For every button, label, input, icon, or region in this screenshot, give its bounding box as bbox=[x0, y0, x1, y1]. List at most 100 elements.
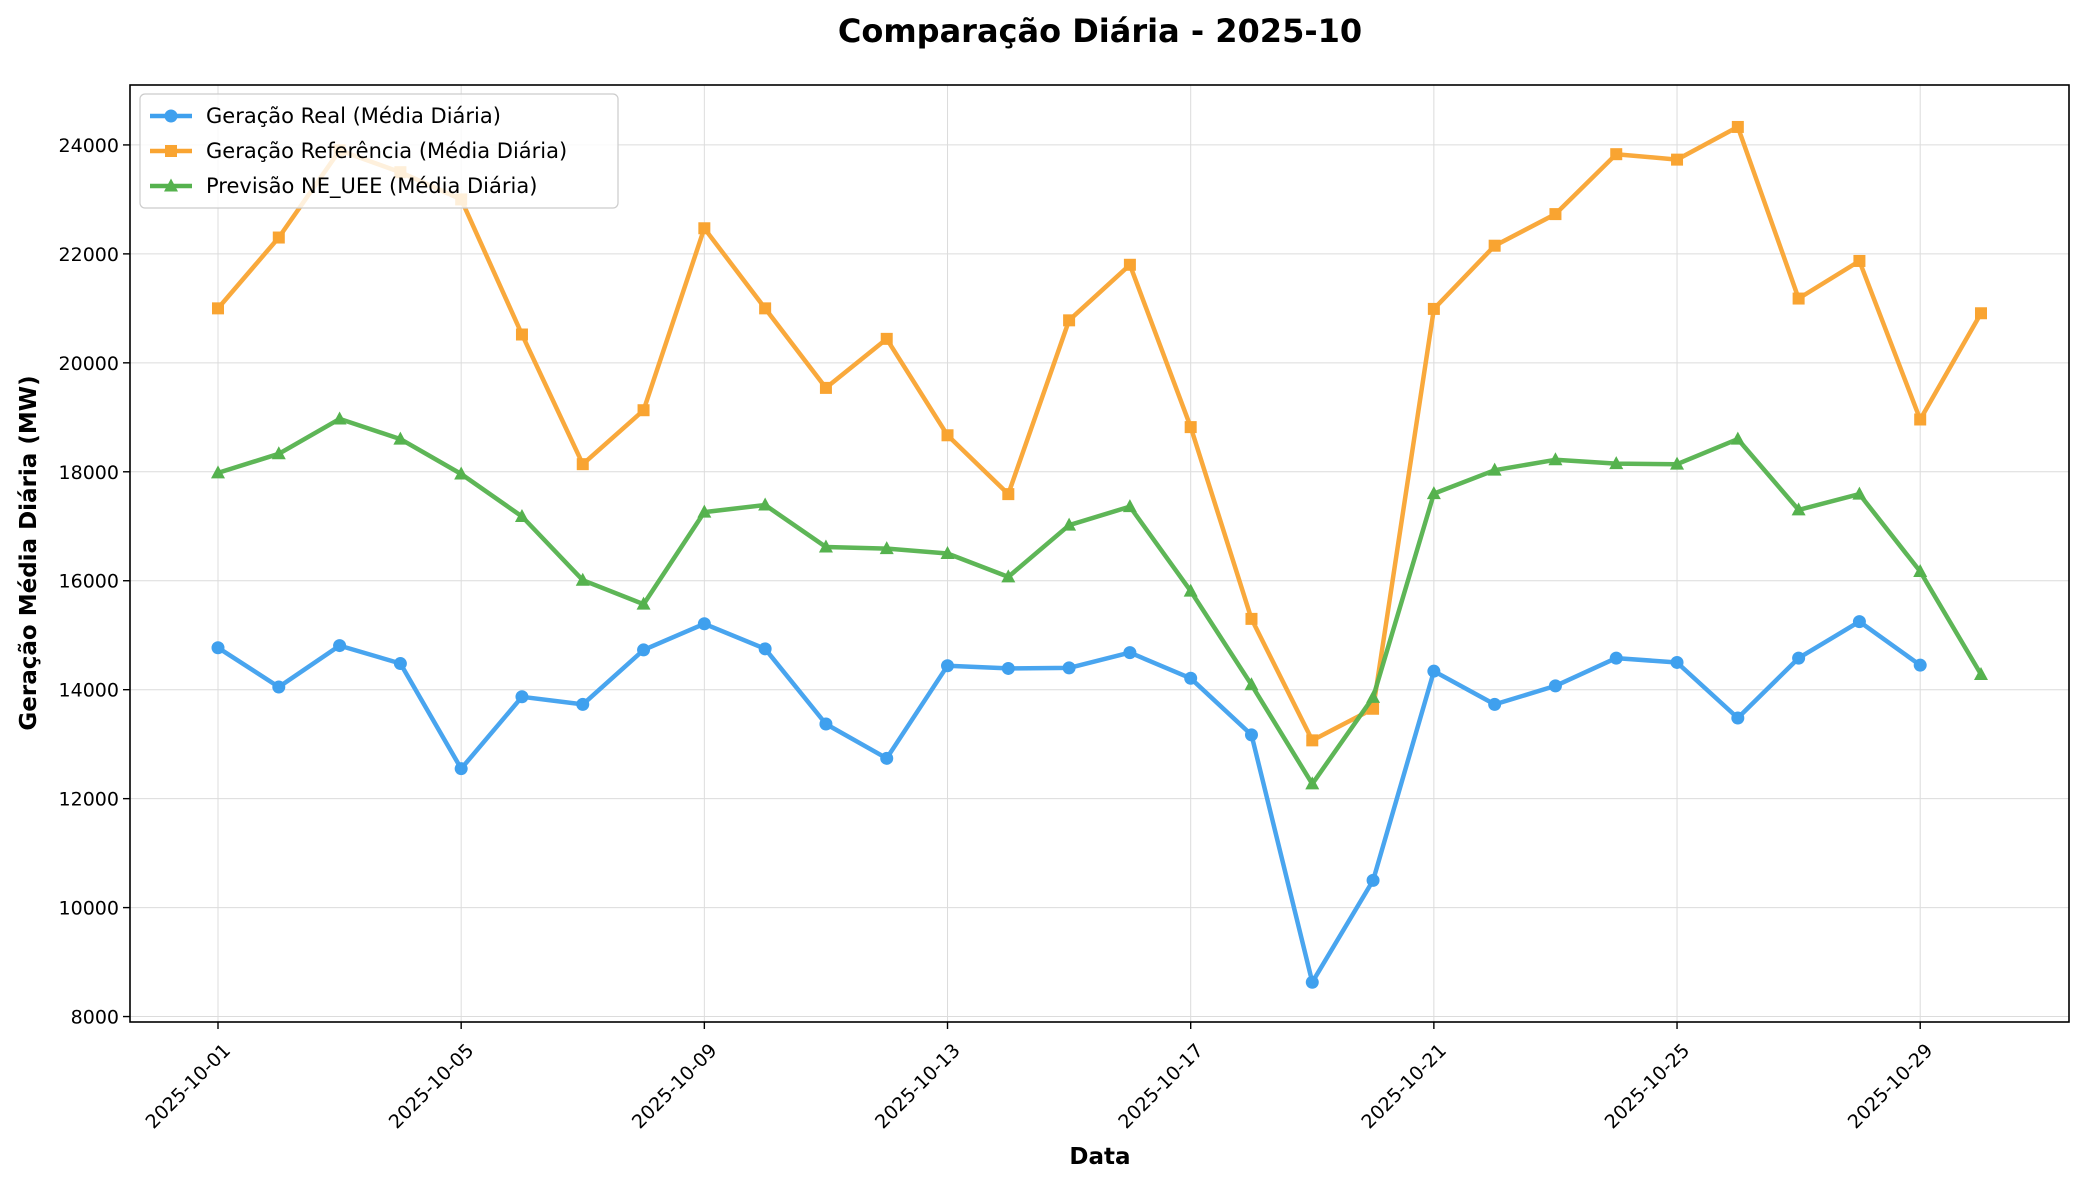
data-point bbox=[1852, 615, 1866, 629]
data-point bbox=[818, 539, 833, 553]
legend-item: Geração Referência (Média Diária) bbox=[150, 139, 567, 163]
data-point bbox=[1305, 776, 1320, 790]
y-tick-label: 18000 bbox=[59, 462, 119, 484]
data-point bbox=[758, 497, 773, 511]
data-point bbox=[271, 446, 286, 460]
x-axis-label: Data bbox=[1069, 1144, 1130, 1170]
data-point bbox=[1731, 120, 1744, 133]
data-point bbox=[1122, 499, 1137, 513]
y-tick-label: 24000 bbox=[59, 135, 119, 157]
data-point bbox=[1245, 612, 1258, 625]
plot-frame bbox=[129, 84, 2070, 1023]
data-point bbox=[1974, 666, 1988, 680]
data-point bbox=[1609, 456, 1624, 470]
data-point bbox=[454, 466, 469, 480]
data-point bbox=[1001, 661, 1015, 675]
data-point bbox=[1488, 697, 1502, 711]
legend-label: Geração Real (Média Diária) bbox=[206, 104, 501, 128]
data-point bbox=[1426, 486, 1441, 500]
data-point bbox=[1366, 873, 1380, 887]
y-tick-label: 20000 bbox=[59, 353, 119, 375]
data-point bbox=[1305, 975, 1319, 989]
data-point bbox=[941, 429, 954, 442]
data-point bbox=[212, 302, 224, 315]
data-point bbox=[697, 617, 711, 631]
data-point bbox=[1610, 148, 1623, 161]
data-point bbox=[1548, 452, 1563, 466]
y-tick-label: 12000 bbox=[59, 789, 119, 811]
data-point bbox=[1062, 517, 1077, 531]
data-point bbox=[637, 643, 651, 657]
data-point bbox=[333, 639, 347, 653]
series-layer bbox=[211, 120, 1988, 989]
data-point bbox=[941, 659, 955, 673]
data-point bbox=[576, 458, 589, 471]
data-point bbox=[1548, 679, 1562, 693]
y-tick-label: 16000 bbox=[59, 571, 119, 593]
data-point bbox=[636, 596, 651, 610]
data-point bbox=[1792, 651, 1806, 665]
data-point bbox=[1123, 258, 1136, 271]
data-point bbox=[819, 717, 833, 731]
series-3 bbox=[211, 411, 1988, 790]
data-point bbox=[1791, 502, 1806, 516]
legend-label: Previsão NE_UEE (Média Diária) bbox=[206, 174, 537, 199]
data-point bbox=[1975, 307, 1987, 320]
data-point bbox=[272, 680, 286, 694]
data-point bbox=[1670, 456, 1685, 470]
data-point bbox=[1306, 734, 1319, 747]
data-point bbox=[759, 302, 772, 315]
data-point bbox=[758, 642, 772, 656]
data-point bbox=[1853, 254, 1866, 267]
data-point bbox=[1427, 302, 1440, 315]
data-point bbox=[1488, 239, 1501, 252]
data-point bbox=[637, 404, 650, 417]
legend-swatch-marker bbox=[165, 145, 177, 157]
chart-title: Comparação Diária - 2025-10 bbox=[838, 12, 1362, 50]
series-line bbox=[217, 416, 1983, 787]
y-tick-label: 22000 bbox=[59, 244, 119, 266]
legend-item: Geração Real (Média Diária) bbox=[150, 104, 501, 128]
data-point bbox=[1427, 664, 1441, 678]
data-point bbox=[1002, 488, 1015, 501]
data-point bbox=[211, 465, 225, 479]
data-point bbox=[1913, 563, 1928, 577]
data-point bbox=[1671, 153, 1684, 166]
data-point bbox=[1730, 431, 1745, 445]
data-point bbox=[697, 504, 712, 518]
data-point bbox=[880, 751, 894, 765]
y-tick-label: 10000 bbox=[59, 898, 119, 920]
legend-swatch-marker bbox=[164, 109, 178, 123]
data-point bbox=[698, 222, 711, 235]
data-point bbox=[1852, 486, 1867, 500]
data-point bbox=[1062, 661, 1076, 675]
series-line bbox=[216, 124, 1983, 743]
data-point bbox=[1731, 711, 1745, 725]
data-point bbox=[575, 572, 590, 586]
y-axis-label: Geração Média Diária (MW) bbox=[16, 375, 42, 730]
data-point bbox=[1609, 651, 1623, 665]
data-point bbox=[1549, 208, 1562, 221]
data-point bbox=[819, 381, 832, 394]
data-point bbox=[1184, 421, 1197, 434]
data-point bbox=[1063, 314, 1076, 327]
data-point bbox=[1366, 689, 1381, 703]
y-tick-label: 14000 bbox=[59, 680, 119, 702]
data-point bbox=[576, 697, 590, 711]
data-point bbox=[1914, 413, 1927, 426]
data-point bbox=[1670, 655, 1684, 669]
data-point bbox=[1183, 583, 1198, 597]
data-point bbox=[1792, 292, 1805, 305]
legend-item: Previsão NE_UEE (Média Diária) bbox=[150, 174, 537, 199]
data-point bbox=[1487, 462, 1502, 476]
data-point bbox=[1001, 569, 1016, 583]
y-tick-label: 8000 bbox=[71, 1007, 119, 1029]
y-axis-ticks: 8000 10000 12000 14000 16000 18000 20000 22000 2… bbox=[59, 135, 130, 1029]
data-point bbox=[940, 546, 955, 559]
legend-box bbox=[139, 93, 619, 209]
data-point bbox=[332, 411, 347, 425]
data-point bbox=[515, 328, 528, 341]
data-point bbox=[879, 541, 894, 555]
data-point bbox=[1184, 671, 1198, 685]
